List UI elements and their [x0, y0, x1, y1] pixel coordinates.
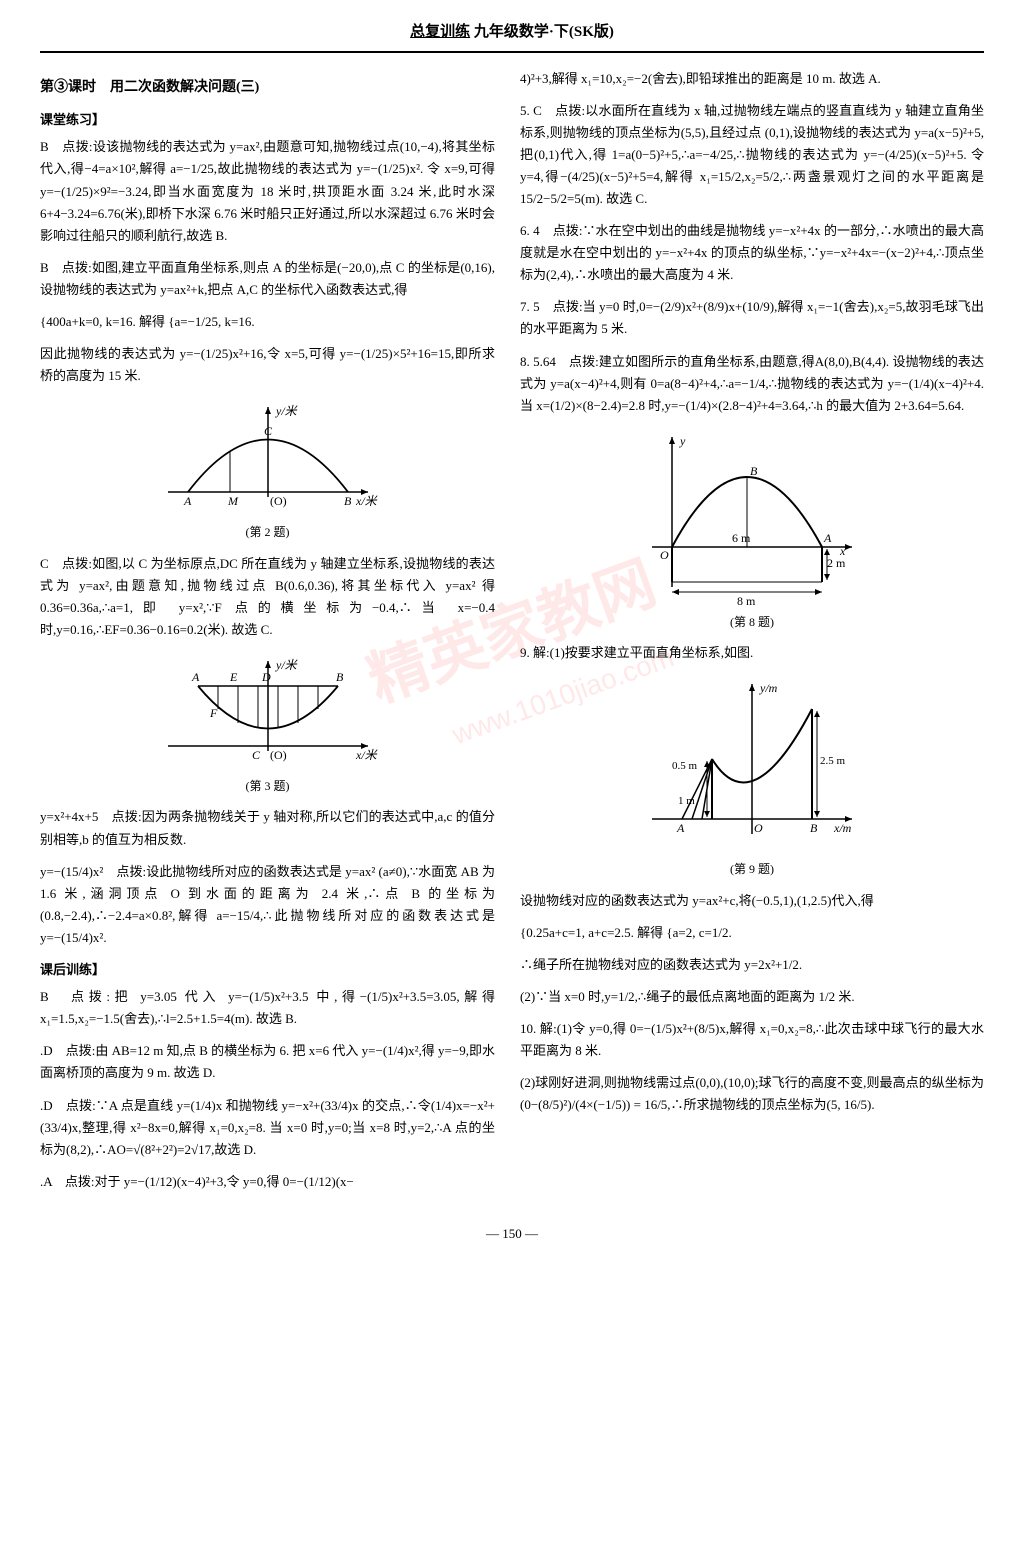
caption-8: (第 8 题) — [520, 612, 984, 632]
svg-text:0.5 m: 0.5 m — [672, 760, 698, 772]
svg-text:C: C — [264, 424, 273, 438]
right-6: 6. 4 点拨:∵水在空中划出的曲线是抛物线 y=−x²+4x 的一部分,∴水喷… — [520, 220, 984, 286]
svg-text:A: A — [183, 494, 192, 508]
entry-2b: 因此抛物线的表达式为 y=−(1/25)x²+16,令 x=5,可得 y=−(1… — [40, 343, 495, 387]
page-number: — 150 — — [40, 1223, 984, 1245]
caption-3: (第 3 题) — [40, 776, 495, 796]
caption-9: (第 9 题) — [520, 859, 984, 879]
header-right: 九年级数学·下(SK版) — [474, 24, 614, 40]
svg-text:2 m: 2 m — [827, 556, 846, 570]
right-9d: (2)∵当 x=0 时,y=1/2,∴绳子的最低点离地面的距离为 1/2 米. — [520, 986, 984, 1008]
svg-text:B: B — [750, 464, 758, 478]
svg-text:y/m: y/m — [759, 681, 778, 695]
section-classroom: 课堂练习】 — [40, 109, 495, 131]
svg-text:B: B — [336, 670, 344, 684]
right-9b: 设抛物线对应的函数表达式为 y=ax²+c,将(−0.5,1),(1,2.5)代… — [520, 890, 984, 912]
right-9c: ∴绳子所在抛物线对应的函数表达式为 y=2x²+1/2. — [520, 954, 984, 976]
svg-text:x/m: x/m — [833, 821, 852, 835]
right-10b: (2)球刚好进洞,则抛物线需过点(0,0),(10,0);球飞行的高度不变,则最… — [520, 1072, 984, 1116]
right-9: 9. 解:(1)按要求建立平面直角坐标系,如图. — [520, 642, 984, 664]
svg-text:y/米: y/米 — [275, 658, 299, 672]
train-1: B 点拨:把 y=3.05 代入 y=−(1/5)x²+3.5 中,得−(1/5… — [40, 986, 495, 1030]
train-3: .D 点拨:∵A 点是直线 y=(1/4)x 和抛物线 y=−x²+(33/4)… — [40, 1095, 495, 1161]
right-5: 5. C 点拨:以水面所在直线为 x 轴,过抛物线左端点的竖直直线为 y 轴建立… — [520, 100, 984, 210]
svg-text:F: F — [209, 706, 218, 720]
train-4: .A 点拨:对于 y=−(1/12)(x−4)²+3,令 y=0,得 0=−(1… — [40, 1171, 495, 1193]
right-9sys: {0.25a+c=1, a+c=2.5. 解得 {a=2, c=1/2. — [520, 922, 984, 944]
svg-text:A: A — [823, 531, 832, 545]
diagram-8: y B O 6 m A x 2 m 8 m (第 8 题) — [520, 427, 984, 632]
entry-2-system: {400a+k=0, k=16. 解得 {a=−1/25, k=16. — [40, 311, 495, 333]
svg-text:O: O — [754, 821, 763, 835]
diagram-3: y/米 A E D B F C (O) x/米 (第 3 题) — [40, 651, 495, 796]
svg-text:A: A — [676, 821, 685, 835]
svg-text:y: y — [679, 434, 686, 448]
page-header: 总复训练 九年级数学·下(SK版) — [40, 20, 984, 53]
entry-3: C 点拨:如图,以 C 为坐标原点,DC 所在直线为 y 轴建立坐标系,设抛物线… — [40, 553, 495, 641]
svg-text:(O): (O) — [270, 494, 287, 508]
svg-text:C: C — [252, 748, 261, 762]
svg-text:E: E — [229, 670, 238, 684]
entry-5: y=−(15/4)x² 点拨:设此抛物线所对应的函数表达式是 y=ax² (a≠… — [40, 861, 495, 949]
right-7: 7. 5 点拨:当 y=0 时,0=−(2/9)x²+(8/9)x+(10/9)… — [520, 296, 984, 340]
caption-2: (第 2 题) — [40, 522, 495, 542]
svg-text:O: O — [660, 548, 669, 562]
train-2: .D 点拨:由 AB=12 m 知,点 B 的横坐标为 6. 把 x=6 代入 … — [40, 1040, 495, 1084]
svg-text:x/米: x/米 — [355, 748, 378, 762]
svg-text:B: B — [344, 494, 352, 508]
right-10: 10. 解:(1)令 y=0,得 0=−(1/5)x²+(8/5)x,解得 x₁… — [520, 1018, 984, 1062]
svg-text:2.5 m: 2.5 m — [820, 755, 846, 767]
svg-text:1 m: 1 m — [678, 795, 695, 807]
section-after: 课后训练】 — [40, 959, 495, 981]
svg-text:6 m: 6 m — [732, 531, 751, 545]
header-left: 总复训练 — [410, 24, 470, 40]
right-cont: 4)²+3,解得 x₁=10,x₂=−2(舍去),即铅球推出的距离是 10 m.… — [520, 68, 984, 90]
svg-text:y/米: y/米 — [275, 404, 299, 418]
svg-text:B: B — [810, 821, 818, 835]
svg-text:D: D — [261, 670, 271, 684]
right-8: 8. 5.64 点拨:建立如图所示的直角坐标系,由题意,得A(8,0),B(4,… — [520, 351, 984, 417]
svg-text:8 m: 8 m — [737, 594, 756, 607]
entry-1: B 点拨:设该抛物线的表达式为 y=ax²,由题意可知,抛物线过点(10,−4)… — [40, 136, 495, 246]
svg-text:A: A — [191, 670, 200, 684]
svg-text:(O): (O) — [270, 748, 287, 762]
diagram-9: y/m 0.5 m 1 m A O 2.5 m B x/m (第 9 题) — [520, 674, 984, 879]
svg-text:M: M — [227, 494, 239, 508]
entry-4: y=x²+4x+5 点拨:因为两条抛物线关于 y 轴对称,所以它们的表达式中,a… — [40, 806, 495, 850]
lesson-title: 第③课时 用二次函数解决问题(三) — [40, 76, 495, 100]
svg-text:x/米: x/米 — [355, 494, 378, 508]
diagram-2: y/米 C A M (O) B x/米 (第 2 题) — [40, 397, 495, 542]
entry-2a: B 点拨:如图,建立平面直角坐标系,则点 A 的坐标是(−20,0),点 C 的… — [40, 257, 495, 301]
